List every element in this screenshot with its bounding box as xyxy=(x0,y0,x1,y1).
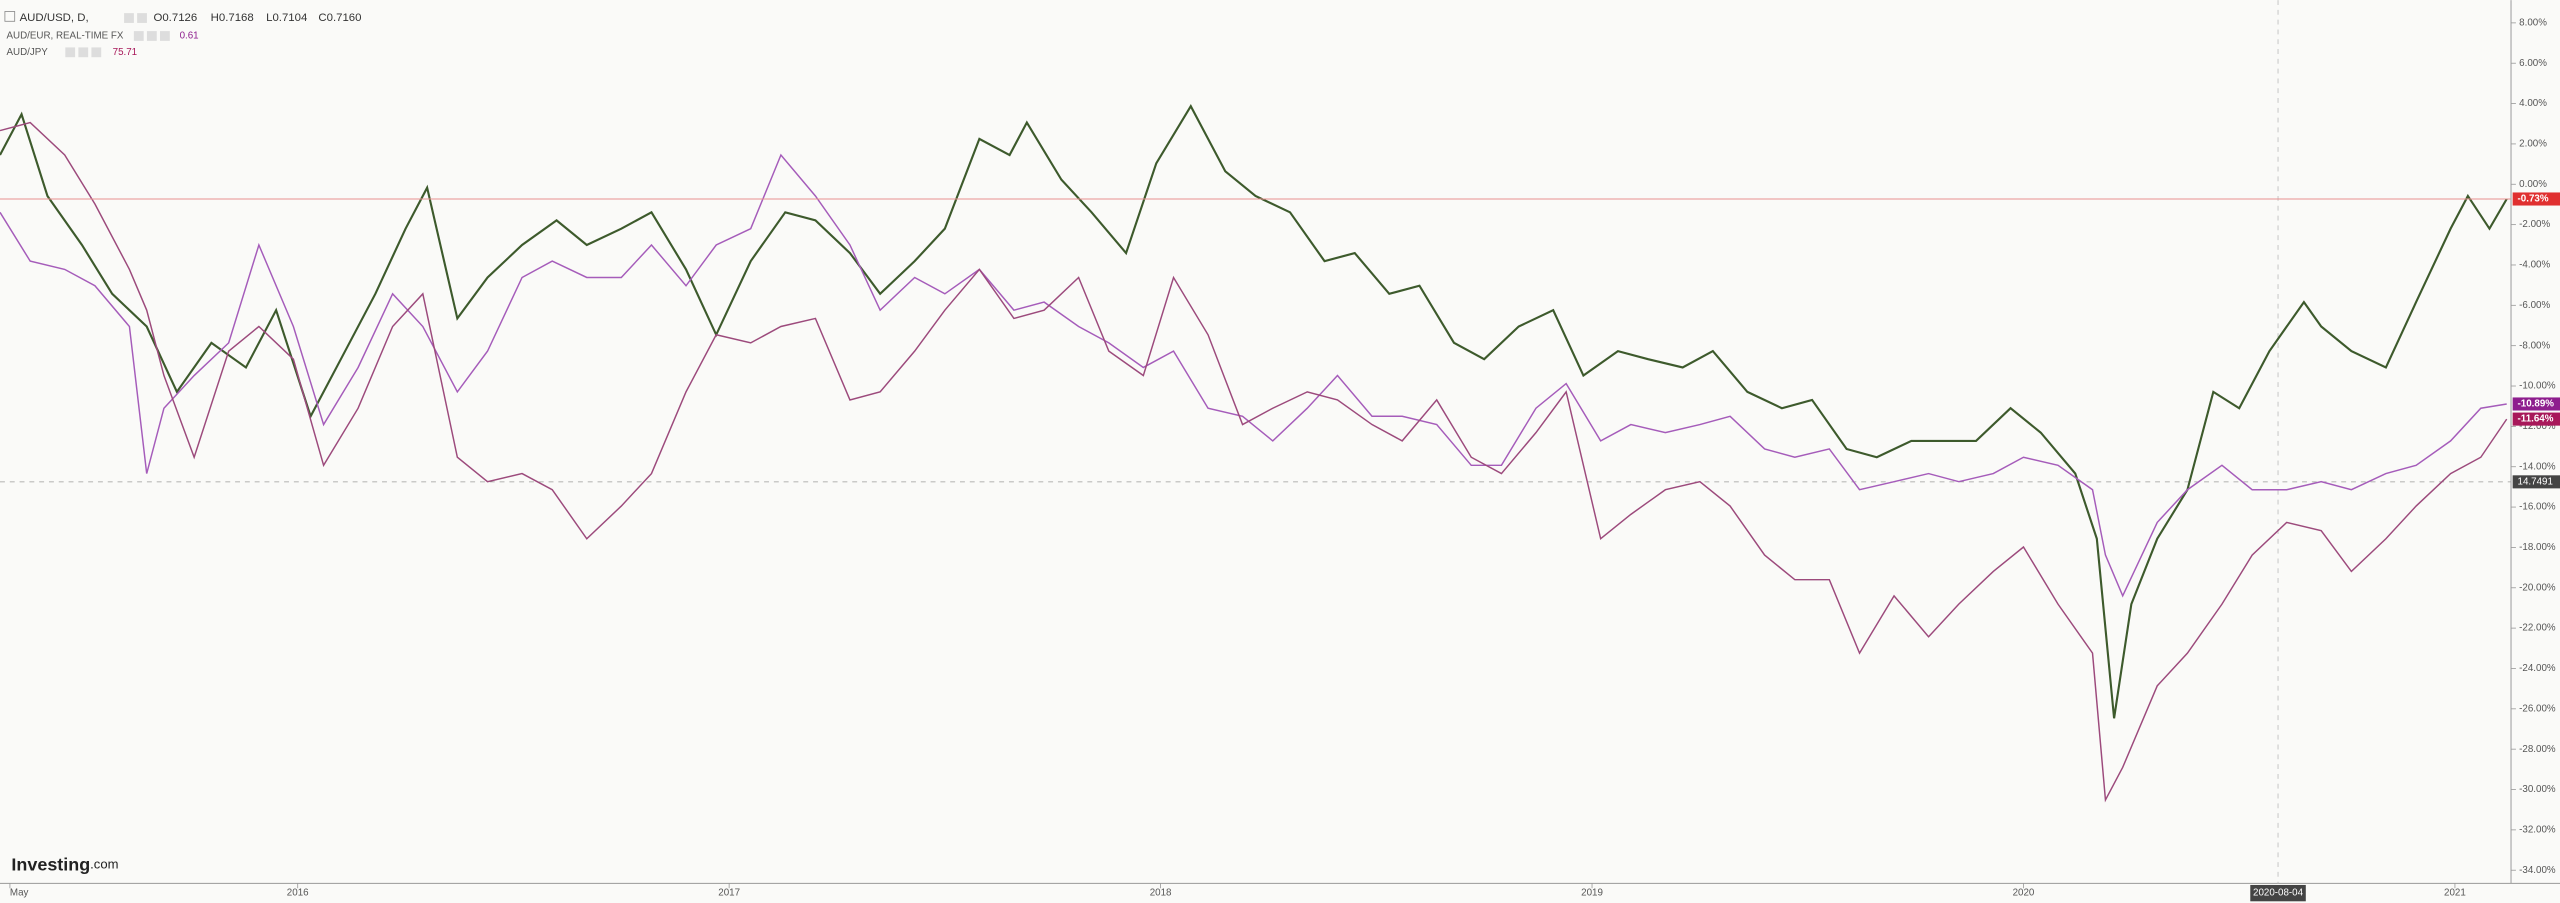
icon[interactable] xyxy=(65,47,76,58)
x-tick-label: 2016 xyxy=(287,888,309,899)
readout: 0.61 xyxy=(180,31,199,42)
x-tick-label: 2017 xyxy=(718,888,740,899)
series-line xyxy=(0,153,2507,598)
end-label-box xyxy=(2512,192,2560,206)
y-tick-label: -16.00% xyxy=(2519,502,2556,513)
crosshair-x-label: 2020-08-04 xyxy=(2253,888,2304,899)
y-tick-label: -26.00% xyxy=(2519,703,2556,714)
y-tick-label: -30.00% xyxy=(2519,784,2556,795)
series-name: AUD/JPY xyxy=(7,47,49,58)
logo: Investing.com xyxy=(11,854,118,874)
crosshair-x-box xyxy=(2250,884,2306,902)
y-tick-label: -18.00% xyxy=(2519,542,2556,553)
readout: 75.71 xyxy=(113,47,137,58)
y-tick-label: -10.00% xyxy=(2519,381,2556,392)
icon[interactable] xyxy=(133,31,144,41)
high: H0.7168 xyxy=(211,12,254,24)
y-tick-label: 6.00% xyxy=(2519,58,2547,69)
y-tick-label: -8.00% xyxy=(2519,340,2550,351)
y-tick-label: 0.00% xyxy=(2519,179,2547,190)
y-tick-label: -24.00% xyxy=(2519,663,2556,674)
icon[interactable] xyxy=(160,31,170,41)
end-label-box xyxy=(2512,397,2560,411)
end-label: -10.89% xyxy=(2518,399,2555,410)
y-tick-label: 2.00% xyxy=(2519,139,2547,150)
y-tick-label: -22.00% xyxy=(2519,623,2556,634)
y-tick-label: -6.00% xyxy=(2519,300,2550,311)
logo-suffix: .com xyxy=(90,857,118,872)
x-tick-label: 2018 xyxy=(1150,888,1172,899)
x-tick-label: May xyxy=(10,888,29,899)
open: O0.7126 xyxy=(153,12,197,24)
icon[interactable] xyxy=(91,47,102,58)
y-tick-label: 8.00% xyxy=(2519,17,2547,28)
y-tick-label: -34.00% xyxy=(2519,865,2556,876)
logo-brand: Investing xyxy=(11,854,90,874)
x-tick-label: 2019 xyxy=(1581,888,1603,899)
x-tick-label: 2021 xyxy=(2444,888,2466,899)
collapse-icon[interactable] xyxy=(4,11,16,22)
y-tick-label: -4.00% xyxy=(2519,260,2550,271)
icon[interactable] xyxy=(146,31,157,41)
series-name: AUD/EUR, REAL-TIME FX xyxy=(7,31,124,42)
y-tick-label: -32.00% xyxy=(2519,824,2556,835)
icon[interactable] xyxy=(78,47,89,58)
quote-name: AUD/USD, D, xyxy=(20,12,89,24)
close: C0.7160 xyxy=(318,12,361,24)
end-label: -0.73% xyxy=(2518,194,2549,205)
series-line xyxy=(0,104,2508,719)
y-tick-label: -2.00% xyxy=(2519,219,2550,230)
y-tick-label: -28.00% xyxy=(2519,744,2556,755)
icon[interactable] xyxy=(124,13,134,23)
end-label: -11.64% xyxy=(2518,414,2554,425)
low: L0.7104 xyxy=(266,12,308,24)
crosshair-y-label: 14.7491 xyxy=(2518,476,2553,487)
end-label-box xyxy=(2512,412,2560,426)
crosshair-y-box xyxy=(2512,475,2560,489)
y-tick-label: -14.00% xyxy=(2519,461,2556,472)
icon[interactable] xyxy=(137,13,147,23)
series-line xyxy=(0,121,2508,803)
y-tick-label: -12.00% xyxy=(2519,421,2556,432)
x-tick-label: 2020 xyxy=(2013,888,2035,899)
plot-area xyxy=(0,0,2512,884)
y-tick-label: 4.00% xyxy=(2519,98,2547,109)
y-tick-label: -20.00% xyxy=(2519,582,2556,593)
